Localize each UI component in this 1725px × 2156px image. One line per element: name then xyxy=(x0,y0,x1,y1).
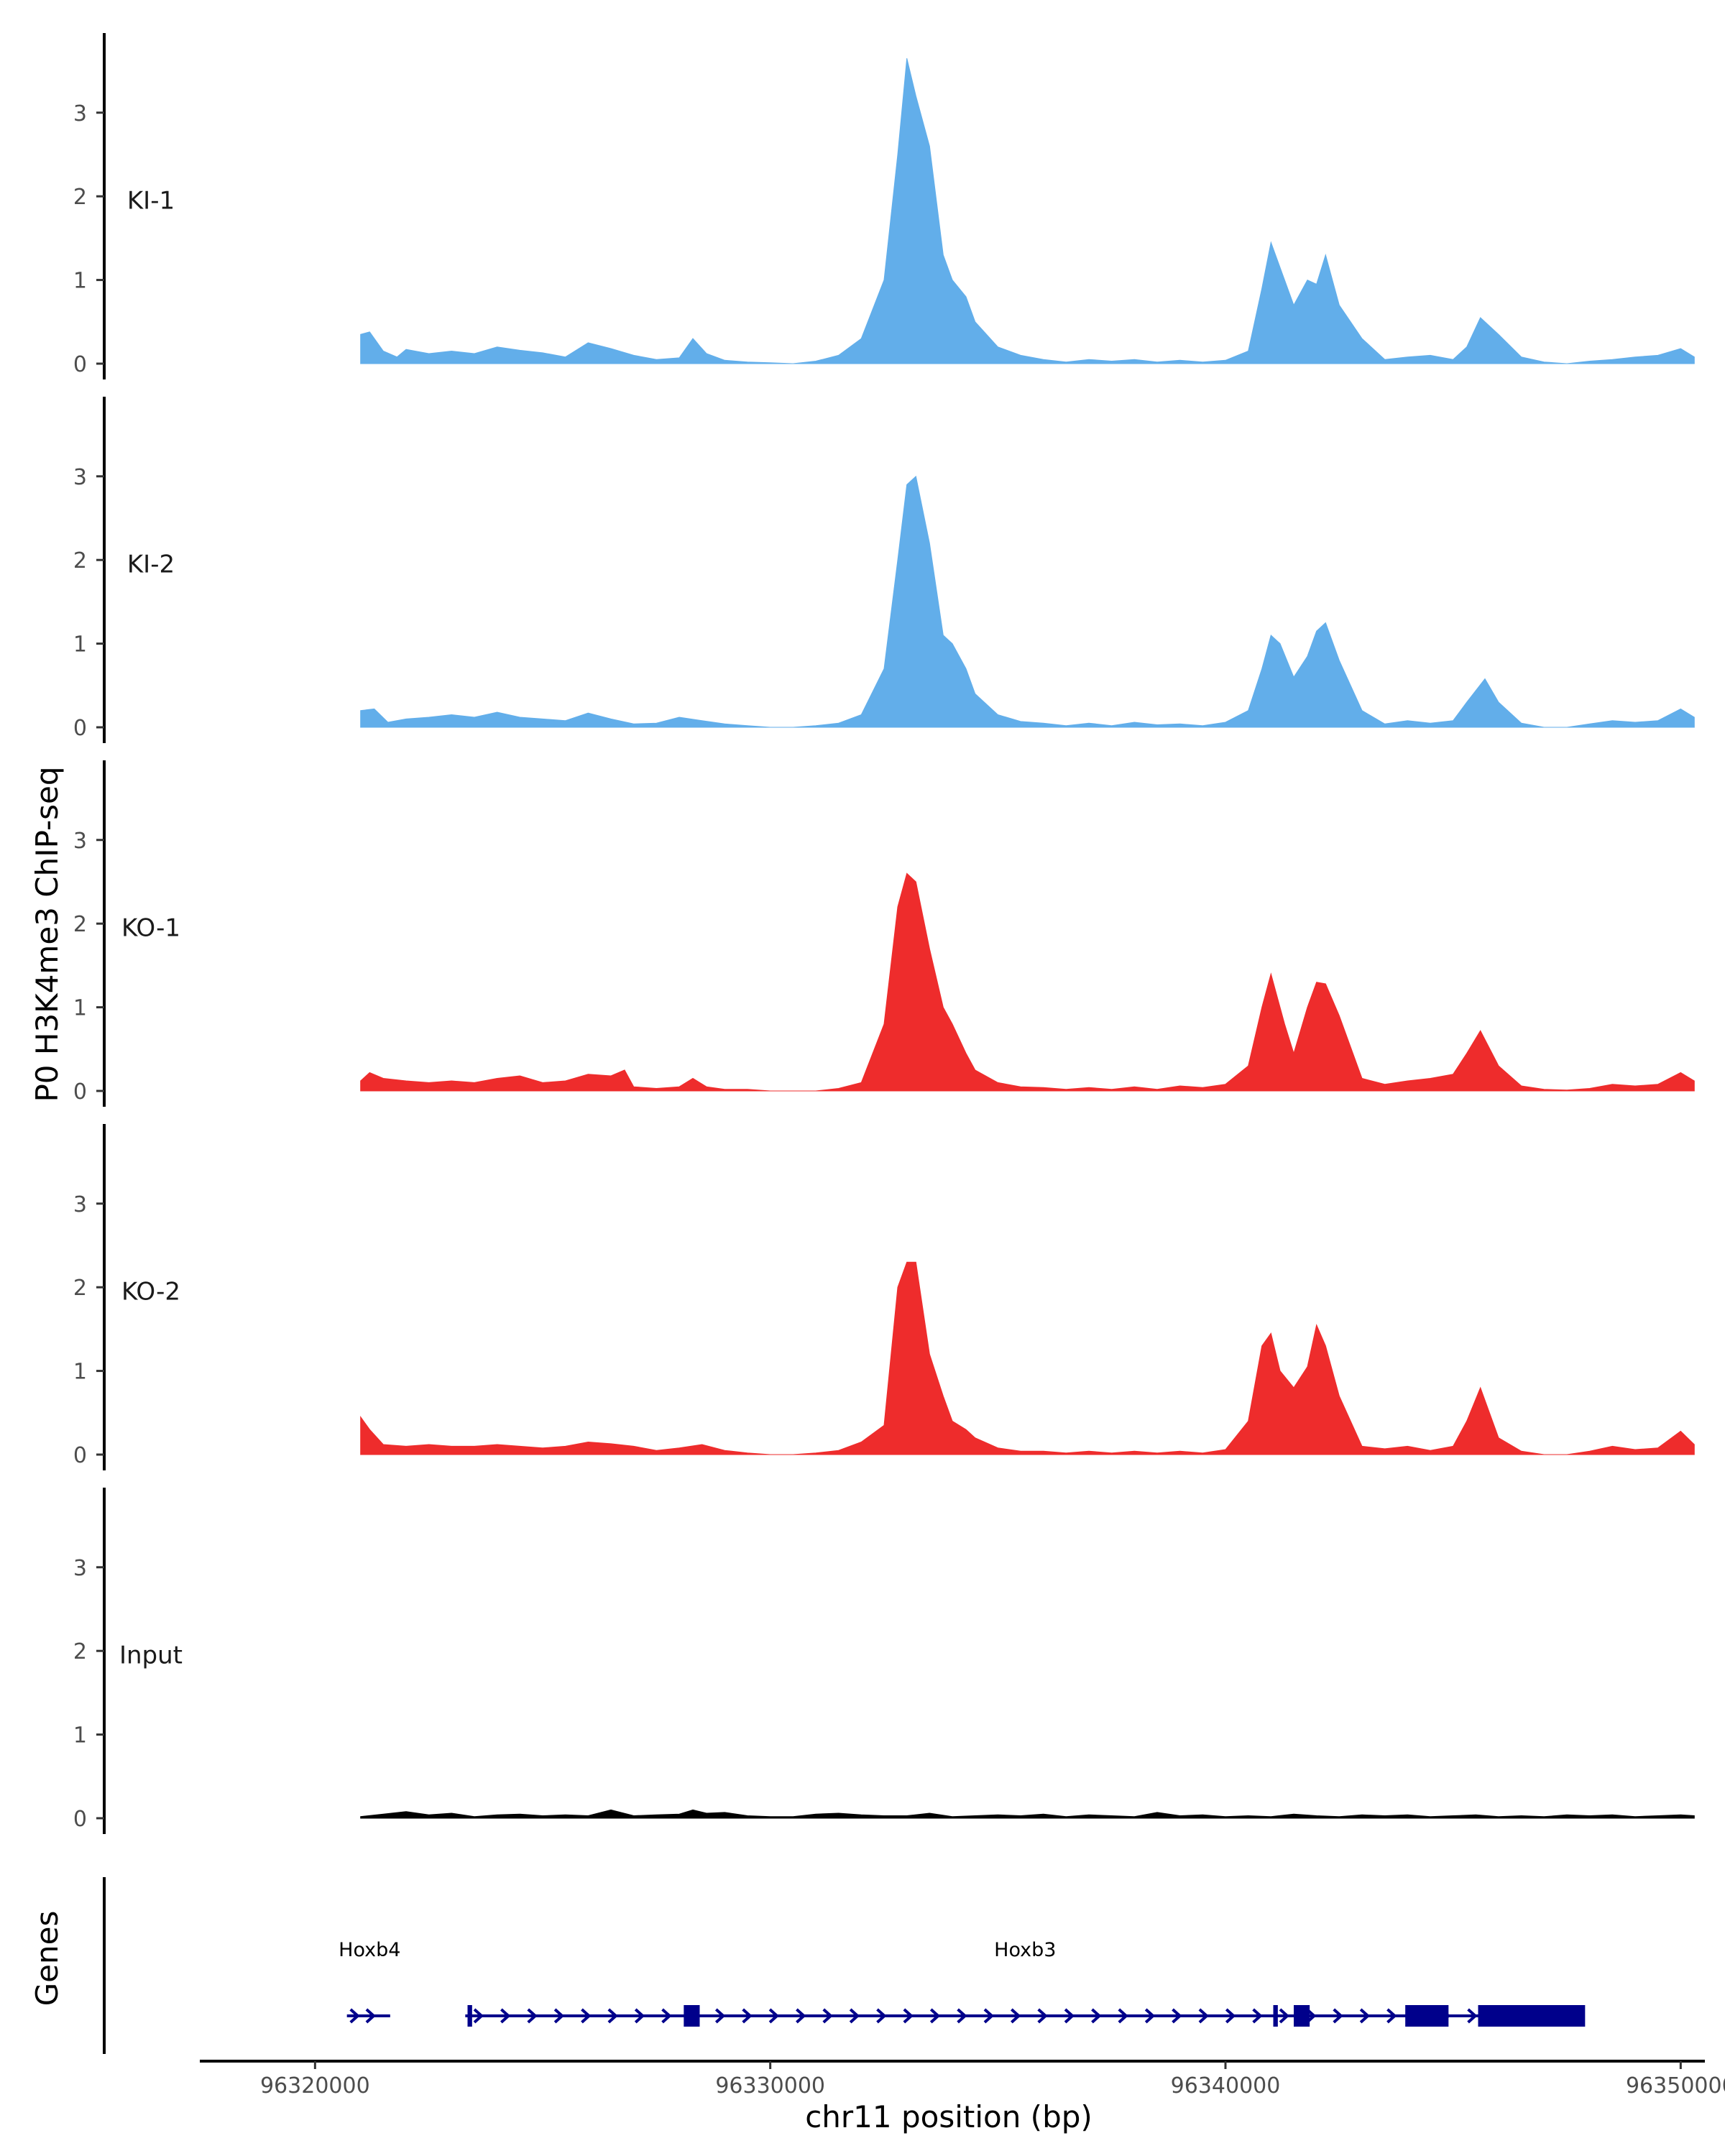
signal-area-input xyxy=(360,1809,1695,1819)
signal-tracks: 0 1 2 3 KI-1 0 1 2 3 KI-2 0 1 2 3 KO-1 0 1 2 3 KO-2 0 1 2 3 Inpu… xyxy=(73,33,1695,1834)
track-ko-1: 0 1 2 3 KO-1 xyxy=(73,760,1695,1107)
y-tick-label-ki-2-2: 2 xyxy=(73,548,87,573)
gene-hoxb3: Hoxb3 xyxy=(465,1939,1586,2027)
y-axis-title: P0 H3K4me3 ChIP-seq xyxy=(29,766,65,1102)
track-ki-2: 0 1 2 3 KI-2 xyxy=(73,397,1695,743)
track-ki-1: 0 1 2 3 KI-1 xyxy=(73,33,1695,379)
x-tick-label-96320000: 96320000 xyxy=(260,2073,370,2099)
signal-area-ki-2 xyxy=(360,475,1695,728)
y-tick-label-ko-2-1: 1 xyxy=(73,1360,87,1385)
exon-hoxb3-1 xyxy=(467,2005,472,2027)
strand-arrow-hoxb3 xyxy=(527,2008,538,2024)
strand-arrow-hoxb3 xyxy=(1333,2008,1343,2024)
sample-label-ko-2: KO-2 xyxy=(121,1278,180,1307)
strand-arrow-hoxb3 xyxy=(1198,2008,1209,2024)
strand-arrow-hoxb3 xyxy=(1225,2008,1236,2024)
y-tick-label-ki-2-1: 1 xyxy=(73,632,87,658)
y-tick-label-ko-2-3: 3 xyxy=(73,1192,87,1217)
strand-arrow-hoxb3 xyxy=(661,2008,672,2024)
strand-arrow-hoxb3 xyxy=(876,2008,887,2024)
y-tick-label-input-3: 3 xyxy=(73,1556,87,1581)
strand-arrow-hoxb3 xyxy=(768,2008,780,2024)
y-tick-label-ki-1-3: 3 xyxy=(73,101,87,126)
signal-area-ki-1 xyxy=(360,57,1695,364)
strand-arrow-hoxb3 xyxy=(1091,2008,1102,2024)
strand-arrow-hoxb3 xyxy=(553,2008,565,2024)
y-tick-label-ko-1-3: 3 xyxy=(73,829,87,854)
strand-arrow-hoxb3 xyxy=(903,2008,914,2024)
y-tick-label-ki-2-3: 3 xyxy=(73,465,87,490)
gene-label-hoxb3: Hoxb3 xyxy=(994,1939,1056,1961)
sample-label-input: Input xyxy=(119,1641,183,1670)
exon-hoxb3-2 xyxy=(684,2005,700,2027)
strand-arrow-hoxb4 xyxy=(365,2008,376,2024)
strand-arrow-hoxb3 xyxy=(1011,2008,1021,2024)
strand-arrow-hoxb3 xyxy=(1144,2008,1156,2024)
y-tick-label-ko-2-2: 2 xyxy=(73,1276,87,1301)
sample-label-ki-1: KI-1 xyxy=(127,187,175,216)
strand-arrow-hoxb3 xyxy=(742,2008,753,2024)
strand-arrow-hoxb3 xyxy=(581,2008,592,2024)
y-tick-label-ko-1-0: 0 xyxy=(73,1079,87,1105)
strand-arrow-hoxb3 xyxy=(1172,2008,1182,2024)
y-tick-label-ko-1-2: 2 xyxy=(73,912,87,937)
strand-arrow-hoxb3 xyxy=(957,2008,967,2024)
strand-arrow-hoxb3 xyxy=(1037,2008,1048,2024)
track-input: 0 1 2 3 Input xyxy=(73,1488,1695,1834)
strand-arrow-hoxb3 xyxy=(607,2008,618,2024)
strand-arrow-hoxb3 xyxy=(1118,2008,1128,2024)
strand-arrow-hoxb3 xyxy=(822,2008,833,2024)
gene-label-hoxb4: Hoxb4 xyxy=(339,1939,400,1961)
y-tick-label-ki-1-2: 2 xyxy=(73,185,87,210)
gene-track: Hoxb4 Hoxb3 xyxy=(103,1877,1586,2054)
x-axis: 96320000 96330000 96340000 96350000 xyxy=(200,2060,1725,2099)
y-tick-label-ki-2-0: 0 xyxy=(73,716,87,741)
y-tick-label-ko-2-0: 0 xyxy=(73,1443,87,1468)
gene-hoxb4: Hoxb4 xyxy=(339,1939,400,2024)
gene-track-title: Genes xyxy=(29,1911,65,2007)
strand-arrow-hoxb3 xyxy=(983,2008,994,2024)
strand-arrow-hoxb3 xyxy=(1467,2008,1478,2024)
y-tick-label-input-1: 1 xyxy=(73,1723,87,1749)
x-axis-title: chr11 position (bp) xyxy=(805,2099,1092,2134)
strand-arrow-hoxb3 xyxy=(500,2008,511,2024)
signal-area-ko-1 xyxy=(360,872,1695,1092)
x-tick-label-96330000: 96330000 xyxy=(715,2073,825,2099)
exon-hoxb3-3 xyxy=(1273,2005,1278,2027)
strand-arrow-hoxb3 xyxy=(1359,2008,1371,2024)
strand-arrow-hoxb4 xyxy=(349,2008,360,2024)
exon-hoxb3-5 xyxy=(1405,2005,1449,2027)
exon-hoxb3-6 xyxy=(1478,2005,1586,2027)
y-tick-label-input-2: 2 xyxy=(73,1639,87,1664)
strand-arrow-hoxb3 xyxy=(929,2008,941,2024)
y-tick-label-input-0: 0 xyxy=(73,1807,87,1832)
y-tick-label-ki-1-1: 1 xyxy=(73,269,87,294)
strand-arrow-hoxb3 xyxy=(714,2008,726,2024)
strand-arrow-hoxb3 xyxy=(473,2008,484,2024)
x-tick-label-96340000: 96340000 xyxy=(1171,2073,1281,2099)
sample-label-ko-1: KO-1 xyxy=(121,914,180,943)
x-tick-label-96350000: 96350000 xyxy=(1626,2073,1725,2099)
y-tick-label-ko-1-1: 1 xyxy=(73,996,87,1021)
strand-arrow-hoxb3 xyxy=(1252,2008,1263,2024)
y-tick-label-ki-1-0: 0 xyxy=(73,352,87,377)
strand-arrow-hoxb3 xyxy=(1279,2008,1290,2024)
strand-arrow-hoxb3 xyxy=(849,2008,860,2024)
signal-area-ko-2 xyxy=(360,1261,1695,1455)
strand-arrow-hoxb3 xyxy=(634,2008,645,2024)
track-ko-2: 0 1 2 3 KO-2 xyxy=(73,1124,1695,1470)
strand-arrow-hoxb3 xyxy=(796,2008,806,2024)
sample-label-ki-2: KI-2 xyxy=(127,550,175,579)
strand-arrow-hoxb3 xyxy=(1386,2008,1397,2024)
strand-arrow-hoxb3 xyxy=(1064,2008,1075,2024)
exon-hoxb3-4 xyxy=(1294,2005,1310,2027)
